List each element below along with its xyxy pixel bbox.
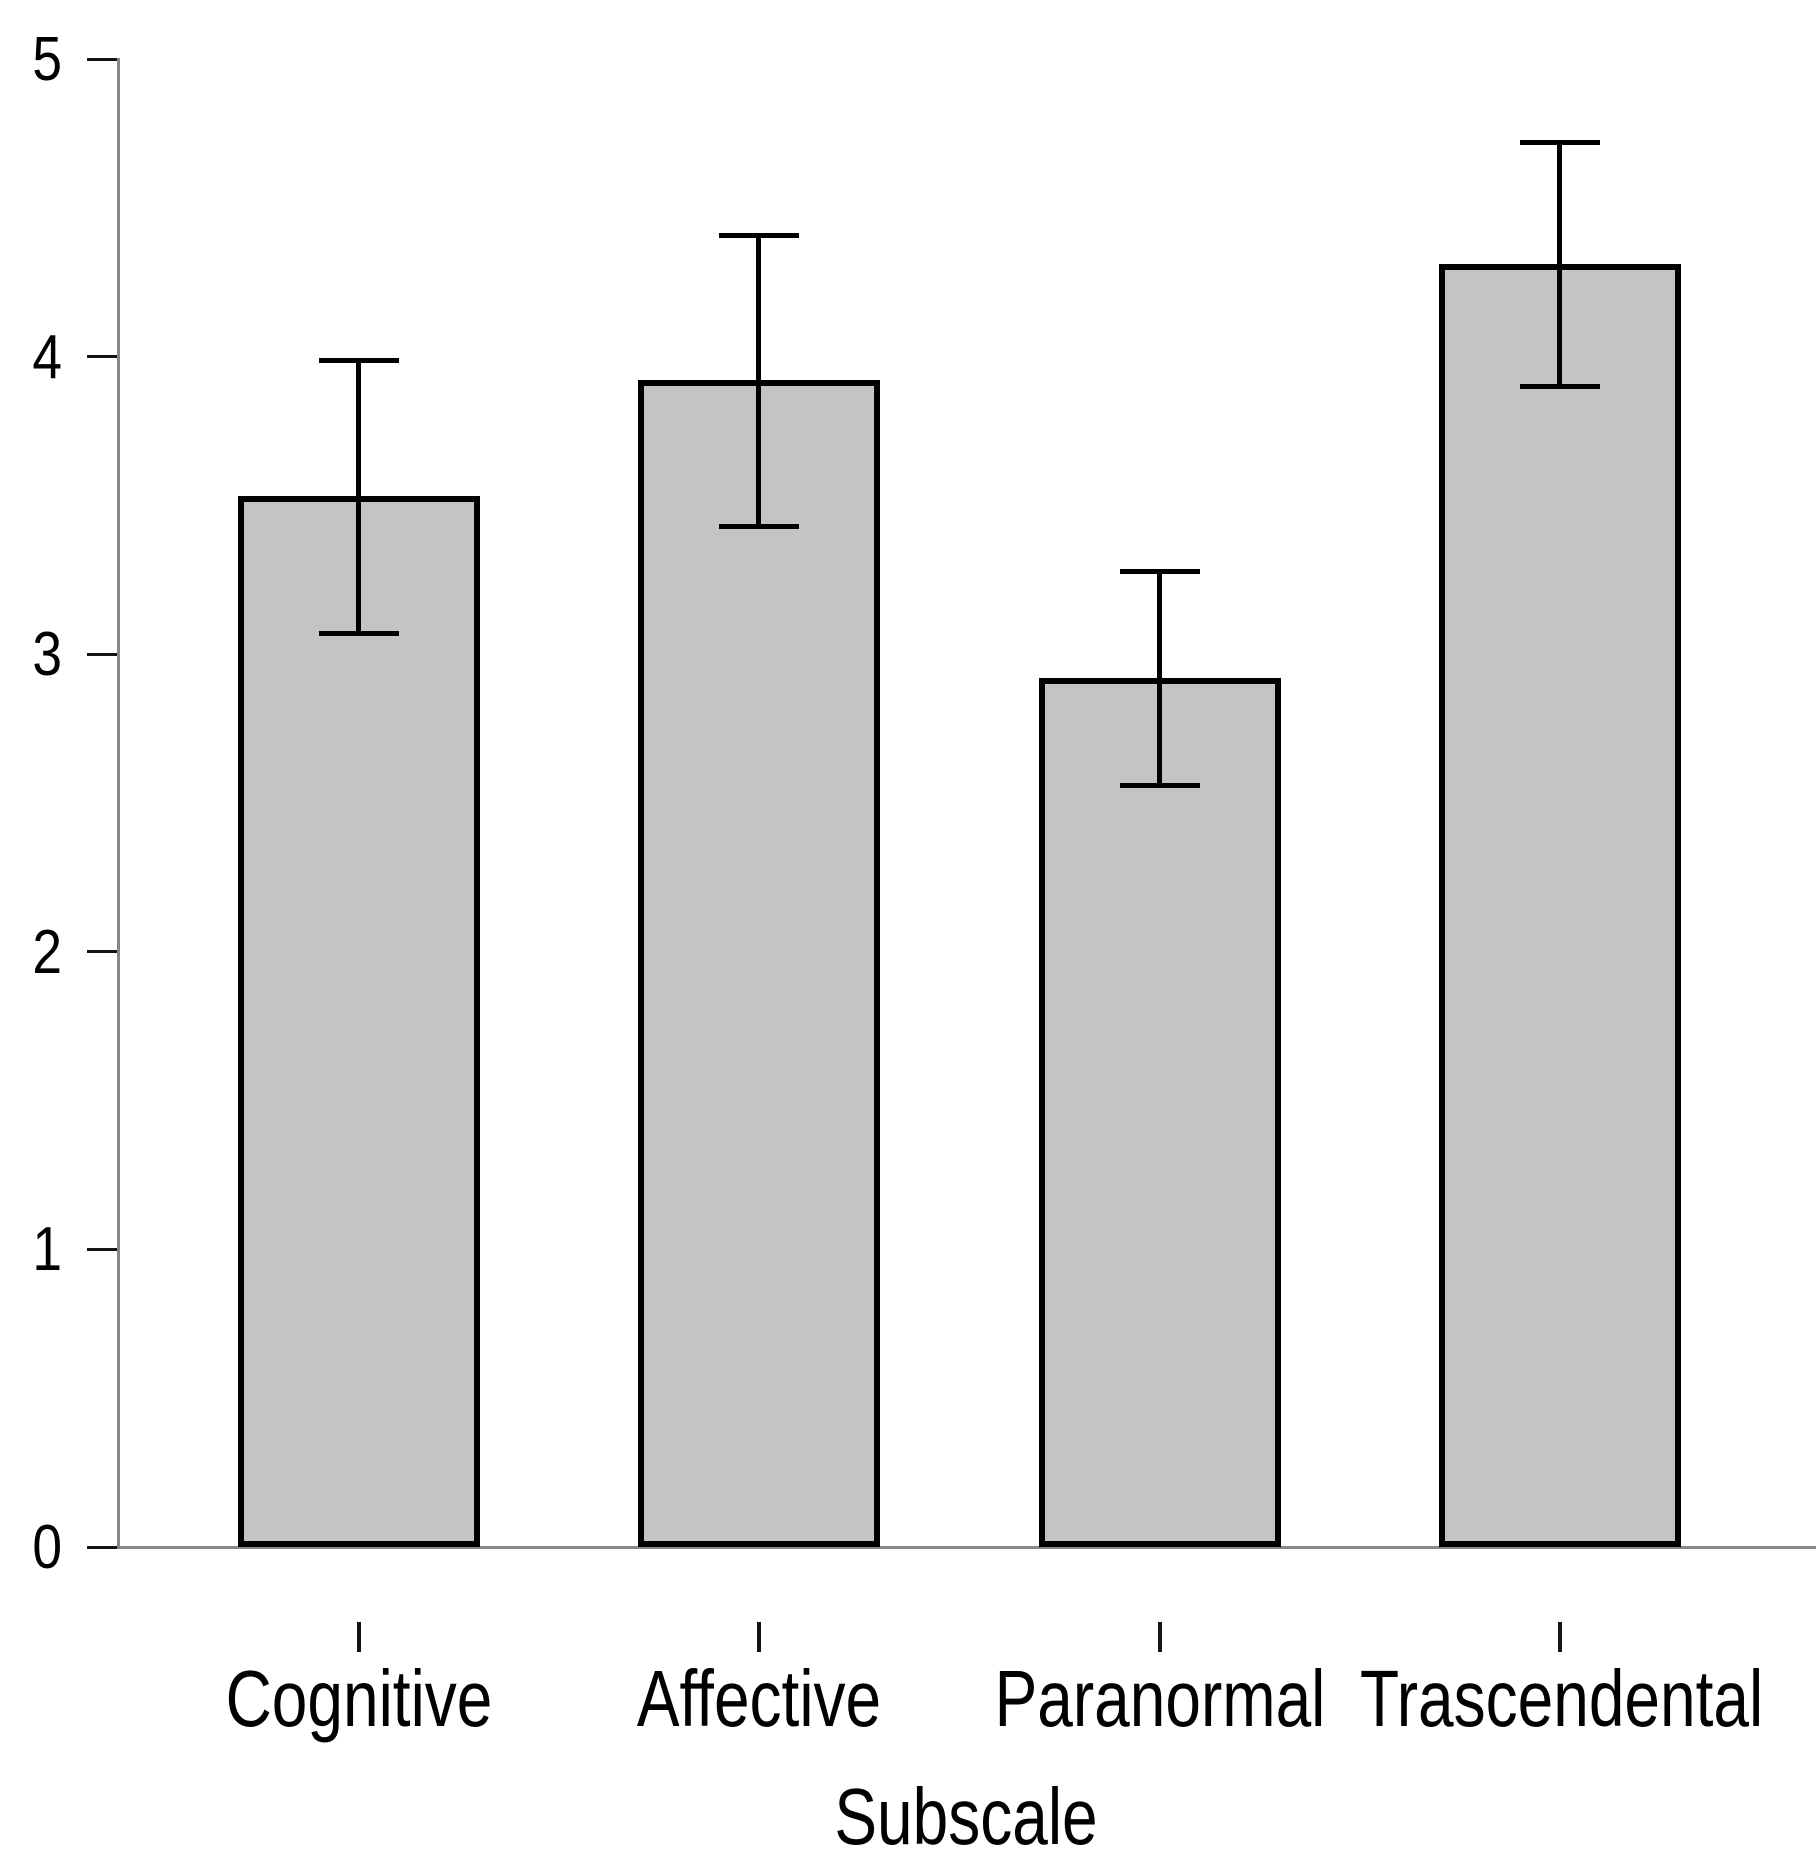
error-bar-cap bbox=[1520, 384, 1600, 389]
x-category-label: Cognitive bbox=[225, 1654, 493, 1743]
bar-trascendental bbox=[1439, 264, 1681, 1547]
y-tick-label: 0 bbox=[32, 1513, 62, 1582]
y-tick-mark bbox=[87, 950, 117, 954]
y-axis-line bbox=[117, 58, 120, 1549]
error-bar-cap bbox=[1120, 783, 1200, 788]
y-tick-mark bbox=[87, 355, 117, 359]
y-tick-label: 4 bbox=[32, 322, 62, 392]
error-bar-cap bbox=[1520, 140, 1600, 145]
x-axis-line bbox=[117, 1546, 1816, 1549]
x-category-label: Trascendental bbox=[1360, 1654, 1764, 1743]
bar-affective bbox=[638, 380, 880, 1547]
x-category-label: Affective bbox=[636, 1654, 882, 1743]
y-tick-label: 1 bbox=[32, 1215, 62, 1285]
x-tick-mark bbox=[757, 1622, 761, 1652]
x-category-label: Paranormal bbox=[994, 1654, 1326, 1743]
y-tick-mark bbox=[87, 1247, 117, 1251]
x-tick-mark bbox=[1158, 1622, 1162, 1652]
error-bar-cap bbox=[319, 358, 399, 363]
error-bar-cap bbox=[319, 631, 399, 636]
y-tick-label: 2 bbox=[32, 917, 62, 987]
error-bar-cap bbox=[1120, 569, 1200, 574]
error-bar-whisker bbox=[356, 360, 361, 633]
error-bar-cap bbox=[719, 233, 799, 238]
bar-cognitive bbox=[238, 496, 480, 1547]
y-tick-label: 5 bbox=[32, 25, 62, 94]
x-axis-title: Subscale bbox=[834, 1772, 1098, 1861]
error-bar-whisker bbox=[1157, 571, 1162, 785]
bar-paranormal bbox=[1039, 678, 1281, 1547]
error-bar-cap bbox=[719, 524, 799, 529]
y-tick-mark bbox=[87, 57, 117, 61]
x-tick-mark bbox=[357, 1622, 361, 1652]
y-tick-label: 3 bbox=[32, 620, 62, 690]
y-tick-mark bbox=[87, 1545, 117, 1549]
y-tick-mark bbox=[87, 652, 117, 656]
x-tick-mark bbox=[1558, 1622, 1562, 1652]
error-bar-whisker bbox=[1557, 142, 1562, 386]
error-bar-whisker bbox=[756, 235, 761, 526]
